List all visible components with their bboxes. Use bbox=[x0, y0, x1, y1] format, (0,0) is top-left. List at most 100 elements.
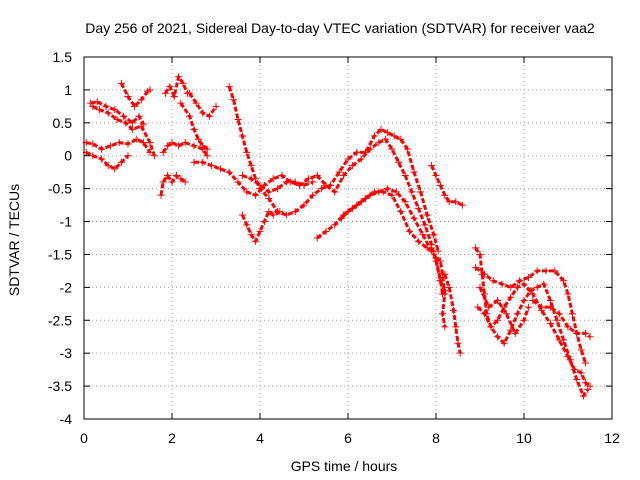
data-point-track-p bbox=[406, 227, 414, 235]
data-point-track-f bbox=[172, 171, 180, 179]
data-point-track-u bbox=[533, 267, 541, 275]
data-point-track-t bbox=[500, 339, 508, 347]
data-point-track-a bbox=[120, 112, 128, 120]
data-point-track-k bbox=[208, 162, 216, 170]
data-point-track-t bbox=[513, 310, 521, 318]
data-point-track-d bbox=[89, 152, 97, 160]
data-point-track-c bbox=[131, 102, 139, 110]
data-point-track-g bbox=[190, 142, 198, 150]
data-point-track-f bbox=[159, 178, 167, 186]
data-point-track-l bbox=[423, 211, 431, 219]
data-point-track-g bbox=[181, 139, 189, 147]
data-point-track-l bbox=[430, 231, 438, 239]
data-point-track-l bbox=[384, 129, 392, 137]
data-point-track-v bbox=[555, 336, 563, 344]
data-point-track-c bbox=[137, 96, 145, 104]
data-point-track-v bbox=[487, 323, 495, 331]
data-point-track-o bbox=[348, 204, 356, 212]
data-point-track-l bbox=[247, 162, 255, 170]
data-point-track-t bbox=[520, 297, 528, 305]
data-point-track-t bbox=[480, 290, 488, 298]
data-point-track-u bbox=[480, 270, 488, 278]
data-point-track-k bbox=[199, 158, 207, 166]
data-point-track-d bbox=[111, 165, 119, 173]
chart-title: Day 256 of 2021, Sidereal Day-to-day VTE… bbox=[85, 20, 595, 36]
data-point-track-b bbox=[89, 102, 97, 110]
data-point-track-k bbox=[408, 188, 416, 196]
y-tick-label: -3.5 bbox=[48, 378, 72, 394]
data-point-track-p bbox=[370, 188, 378, 196]
data-point-track-d bbox=[104, 162, 112, 170]
data-point-track-d bbox=[124, 152, 132, 160]
data-point-track-h bbox=[166, 83, 174, 91]
data-point-track-x bbox=[476, 283, 484, 291]
grid-lines bbox=[84, 57, 612, 419]
data-point-track-p bbox=[423, 244, 431, 252]
data-point-track-d bbox=[117, 158, 125, 166]
data-point-track-j bbox=[199, 142, 207, 150]
data-point-track-n bbox=[282, 178, 290, 186]
data-point-track-w bbox=[546, 303, 554, 311]
data-point-track-o bbox=[401, 198, 409, 206]
data-point-track-u bbox=[498, 280, 506, 288]
data-point-track-v bbox=[520, 280, 528, 288]
data-point-track-i bbox=[212, 102, 220, 110]
data-point-track-t bbox=[573, 376, 581, 384]
data-series bbox=[85, 75, 591, 398]
data-point-track-v bbox=[529, 290, 537, 298]
data-point-track-l bbox=[353, 148, 361, 156]
data-point-track-o bbox=[366, 191, 374, 199]
data-point-track-l bbox=[335, 168, 343, 176]
data-point-track-r bbox=[432, 254, 440, 262]
data-point-track-u bbox=[560, 277, 568, 285]
data-point-track-v bbox=[480, 310, 488, 318]
data-point-track-j bbox=[194, 135, 202, 143]
y-tick-label: -3 bbox=[60, 345, 73, 361]
y-axis-tick-labels: -4 -3.5 -3 -2.5 -2 -1.5 -1 -0.5 0 0.5 1 1.5 bbox=[48, 49, 72, 427]
data-point-track-v bbox=[494, 316, 502, 324]
data-point-track-o bbox=[357, 198, 365, 206]
data-point-track-n bbox=[274, 185, 282, 193]
data-point-track-n bbox=[291, 178, 299, 186]
data-point-track-n bbox=[256, 181, 264, 189]
data-point-track-f bbox=[177, 175, 185, 183]
data-point-track-a bbox=[102, 102, 110, 110]
series-line-track-e bbox=[85, 137, 152, 154]
data-point-track-w bbox=[582, 329, 590, 337]
data-point-track-k bbox=[381, 135, 389, 143]
data-point-track-o bbox=[436, 277, 444, 285]
data-point-track-q bbox=[458, 201, 466, 209]
data-point-track-l bbox=[403, 145, 411, 153]
data-point-track-l bbox=[370, 132, 378, 140]
data-point-track-m bbox=[265, 208, 273, 216]
data-point-track-b bbox=[150, 152, 158, 160]
data-point-track-b bbox=[128, 125, 136, 133]
series-line-track-o bbox=[316, 187, 447, 292]
series-line-track-t bbox=[474, 247, 590, 398]
data-point-track-b bbox=[95, 106, 103, 114]
data-point-track-s bbox=[452, 323, 460, 331]
data-point-track-m bbox=[269, 211, 277, 219]
data-point-track-i bbox=[205, 112, 213, 120]
data-point-track-p bbox=[362, 195, 370, 203]
data-point-track-b bbox=[122, 119, 130, 127]
data-point-track-h bbox=[179, 79, 187, 87]
data-point-track-t bbox=[546, 297, 554, 305]
data-point-track-v bbox=[513, 283, 521, 291]
y-axis-label: SDTVAR / TECUs bbox=[6, 184, 22, 296]
x-axis-label: GPS time / hours bbox=[291, 458, 398, 474]
data-point-track-b bbox=[137, 122, 145, 130]
data-point-track-w bbox=[538, 303, 546, 311]
data-point-track-f bbox=[168, 178, 176, 186]
data-point-track-p bbox=[430, 247, 438, 255]
data-point-track-w bbox=[564, 323, 572, 331]
data-point-track-p bbox=[397, 208, 405, 216]
data-point-track-t bbox=[507, 326, 515, 334]
data-point-track-p bbox=[353, 201, 361, 209]
data-point-track-w bbox=[573, 329, 581, 337]
data-point-track-p bbox=[337, 214, 345, 222]
series-line-track-j bbox=[179, 102, 209, 151]
y-tick-label: -1.5 bbox=[48, 246, 72, 262]
data-point-track-b bbox=[113, 116, 121, 124]
